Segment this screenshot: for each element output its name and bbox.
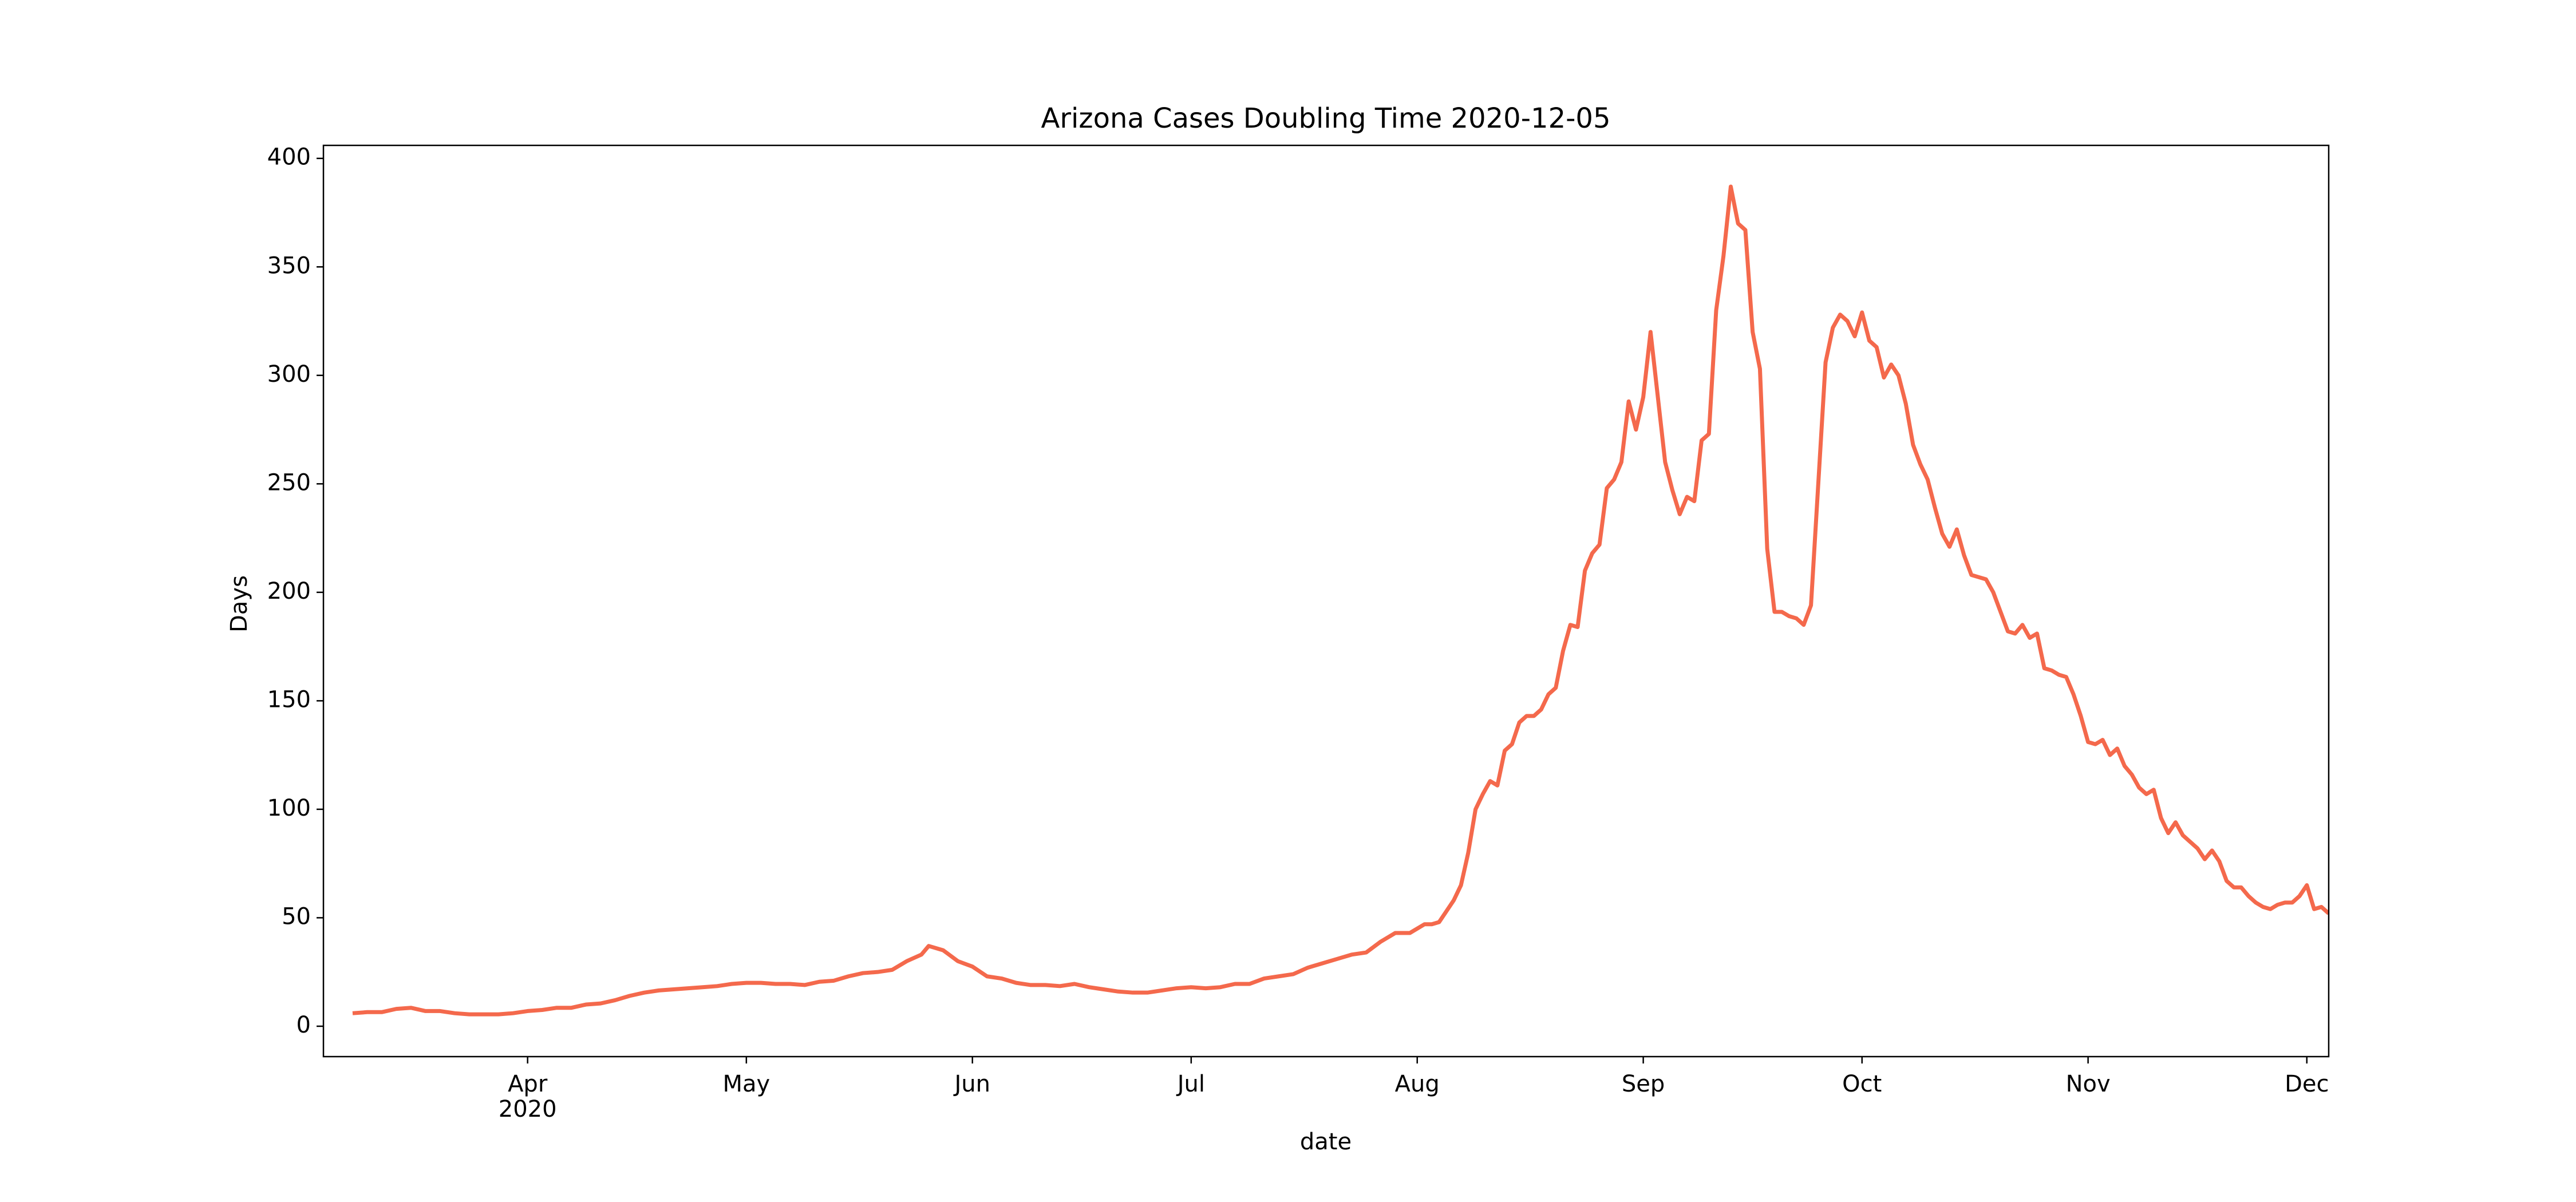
x-tick-label: Apr [508,1071,548,1097]
plot-frame [322,144,2330,1058]
y-tick-label: 100 [267,795,311,821]
x-tick-label: Nov [2066,1071,2111,1097]
x-axis-label: date [1300,1129,1352,1155]
y-tick-label: 400 [267,144,311,171]
data-line [352,184,2329,1017]
x-tick-label: Aug [1395,1071,1440,1097]
y-tick-label: 250 [267,469,311,496]
y-tick-label: 150 [267,686,311,713]
x-tick-label: Jun [953,1071,990,1097]
y-tick-label: 200 [267,578,311,604]
y-tick-label: 0 [297,1012,311,1038]
x-tick-label: Jul [1176,1071,1205,1097]
y-tick-label: 350 [267,252,311,279]
x-tick-label: Sep [1622,1071,1665,1097]
y-tick-label: 50 [282,903,311,930]
chart-title: Arizona Cases Doubling Time 2020-12-05 [1041,102,1610,135]
x-tick-label: Dec [2285,1071,2329,1097]
x-tick-label: Oct [1842,1071,1882,1097]
y-axis-label: Days [226,575,252,632]
y-tick-label: 300 [267,361,311,388]
x-year-label: 2020 [499,1096,557,1122]
x-tick-label: May [722,1071,770,1097]
